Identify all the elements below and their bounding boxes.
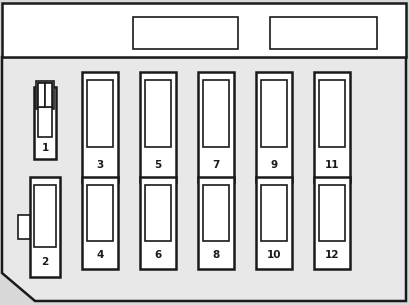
Text: 12: 12 [325,250,339,260]
Polygon shape [2,57,406,301]
Text: 11: 11 [325,160,339,170]
Bar [140,72,176,182]
Bar [45,83,52,107]
Bar [87,185,113,241]
Bar [30,177,60,277]
Bar [203,80,229,147]
Text: 8: 8 [212,250,220,260]
Text: 7: 7 [212,160,220,170]
Bar [256,177,292,269]
Text: 9: 9 [270,160,278,170]
Bar [45,83,52,107]
Bar [261,80,287,147]
Bar [87,80,113,147]
Bar [145,185,171,241]
Text: 10: 10 [267,250,281,260]
Bar [36,81,54,109]
Text: 5: 5 [154,160,162,170]
Bar [38,83,45,107]
Bar [198,72,234,182]
Text: 3: 3 [97,160,103,170]
Bar [38,83,45,107]
Bar [82,177,118,269]
Bar [18,215,30,239]
Bar [314,177,350,269]
Bar [82,72,118,182]
Bar [34,185,56,247]
Bar [140,177,176,269]
Text: 6: 6 [154,250,162,260]
Text: 2: 2 [41,257,49,267]
Bar [256,72,292,182]
Bar [34,87,56,159]
Text: 4: 4 [96,250,104,260]
Bar [270,17,377,49]
Bar [314,72,350,182]
Bar [38,92,52,137]
Bar [319,185,345,241]
Bar [2,3,406,57]
Text: 1: 1 [41,143,49,153]
Bar [133,17,238,49]
Bar [319,80,345,147]
Bar [261,185,287,241]
Bar [198,177,234,269]
Bar [145,80,171,147]
Bar [203,185,229,241]
